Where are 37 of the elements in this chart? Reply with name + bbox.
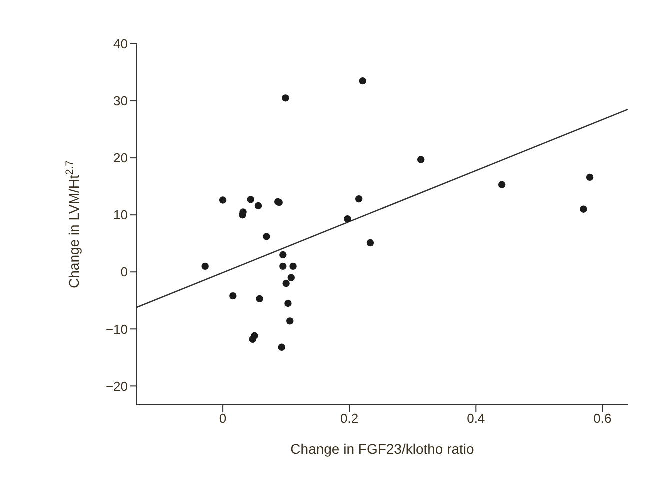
y-tick-label: 20 <box>114 150 128 166</box>
point <box>202 262 209 270</box>
point <box>355 196 363 203</box>
point <box>254 202 262 210</box>
point <box>263 233 270 240</box>
point <box>580 206 588 213</box>
point <box>290 262 297 270</box>
point <box>344 215 352 223</box>
y-tick-label: 10 <box>114 208 128 223</box>
point <box>586 174 594 182</box>
point <box>251 332 258 340</box>
y-tick-label: 0 <box>120 264 128 280</box>
point <box>280 262 287 270</box>
point <box>219 196 227 204</box>
point <box>256 295 264 303</box>
point <box>359 77 366 85</box>
x-tick-label: 0.6 <box>594 411 612 426</box>
x-tick-label: 0.2 <box>340 411 359 426</box>
y-tick-label: −10 <box>106 322 128 337</box>
point <box>284 300 292 308</box>
point <box>366 239 374 247</box>
point <box>282 94 290 102</box>
point <box>280 251 287 259</box>
point <box>417 156 425 164</box>
point <box>286 318 294 325</box>
x-axis-title: Change in FGF23/klotho ratio <box>290 441 475 457</box>
y-tick-label: 40 <box>114 36 128 52</box>
y-tick-label: −20 <box>106 378 128 394</box>
y-tick-label: 30 <box>114 94 128 109</box>
point <box>498 181 506 188</box>
point <box>278 344 286 351</box>
x-tick-label: 0 <box>219 411 227 426</box>
point <box>230 292 237 300</box>
point <box>247 196 254 204</box>
point <box>288 274 295 282</box>
point <box>282 280 290 288</box>
x-tick-label: 0.4 <box>467 411 486 426</box>
